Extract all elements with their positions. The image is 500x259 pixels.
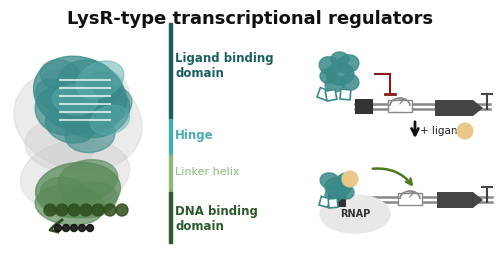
Ellipse shape: [52, 85, 98, 115]
Ellipse shape: [78, 72, 122, 108]
Text: + ligand: + ligand: [420, 126, 464, 136]
Bar: [328, 192, 346, 207]
Ellipse shape: [51, 69, 129, 131]
Circle shape: [54, 225, 62, 232]
Ellipse shape: [325, 188, 343, 202]
Text: LysR-type transcriptional regulators: LysR-type transcriptional regulators: [67, 10, 433, 28]
Circle shape: [70, 225, 78, 232]
Bar: [317, 88, 330, 100]
Ellipse shape: [326, 63, 354, 85]
Ellipse shape: [58, 160, 118, 200]
Text: Hinge: Hinge: [175, 130, 214, 142]
Ellipse shape: [320, 195, 390, 233]
Bar: [388, 100, 412, 112]
Bar: [340, 89, 351, 100]
Ellipse shape: [88, 87, 132, 123]
Ellipse shape: [46, 107, 94, 143]
Circle shape: [92, 204, 104, 216]
Ellipse shape: [40, 60, 80, 90]
Ellipse shape: [90, 105, 130, 134]
Ellipse shape: [36, 162, 120, 218]
Ellipse shape: [65, 117, 115, 153]
Circle shape: [44, 204, 56, 216]
Text: Linker helix: Linker helix: [175, 167, 240, 177]
Ellipse shape: [336, 173, 356, 189]
Text: DNA binding
domain: DNA binding domain: [175, 205, 258, 233]
Ellipse shape: [337, 55, 359, 73]
Bar: [319, 196, 330, 207]
Ellipse shape: [319, 57, 341, 75]
Ellipse shape: [341, 74, 359, 90]
Bar: [355, 99, 373, 114]
Ellipse shape: [325, 177, 351, 197]
Circle shape: [104, 204, 116, 216]
Bar: [326, 89, 337, 101]
Circle shape: [62, 225, 70, 232]
Bar: [328, 198, 338, 208]
Ellipse shape: [60, 82, 130, 138]
Ellipse shape: [35, 185, 105, 225]
Ellipse shape: [331, 52, 349, 66]
Bar: [168, 119, 172, 155]
Circle shape: [116, 204, 128, 216]
Circle shape: [457, 123, 473, 139]
Ellipse shape: [62, 182, 118, 218]
Bar: [168, 192, 172, 243]
Text: RNAP: RNAP: [340, 209, 370, 219]
Bar: [168, 155, 172, 192]
Ellipse shape: [34, 56, 126, 134]
Ellipse shape: [320, 173, 340, 189]
Ellipse shape: [25, 120, 95, 170]
Ellipse shape: [20, 139, 130, 211]
Ellipse shape: [40, 177, 90, 213]
Ellipse shape: [14, 69, 142, 171]
Bar: [398, 193, 422, 205]
Circle shape: [68, 204, 80, 216]
Ellipse shape: [320, 69, 336, 83]
Ellipse shape: [35, 85, 95, 135]
Text: Ligand binding
domain: Ligand binding domain: [175, 52, 274, 80]
Circle shape: [342, 171, 358, 187]
Circle shape: [80, 204, 92, 216]
Circle shape: [86, 225, 94, 232]
Ellipse shape: [76, 61, 124, 99]
Ellipse shape: [325, 76, 345, 92]
Polygon shape: [437, 192, 483, 208]
Ellipse shape: [36, 79, 74, 111]
Bar: [168, 23, 172, 119]
Ellipse shape: [58, 60, 112, 100]
Polygon shape: [435, 100, 483, 116]
Circle shape: [78, 225, 86, 232]
Circle shape: [56, 204, 68, 216]
Ellipse shape: [338, 185, 354, 199]
